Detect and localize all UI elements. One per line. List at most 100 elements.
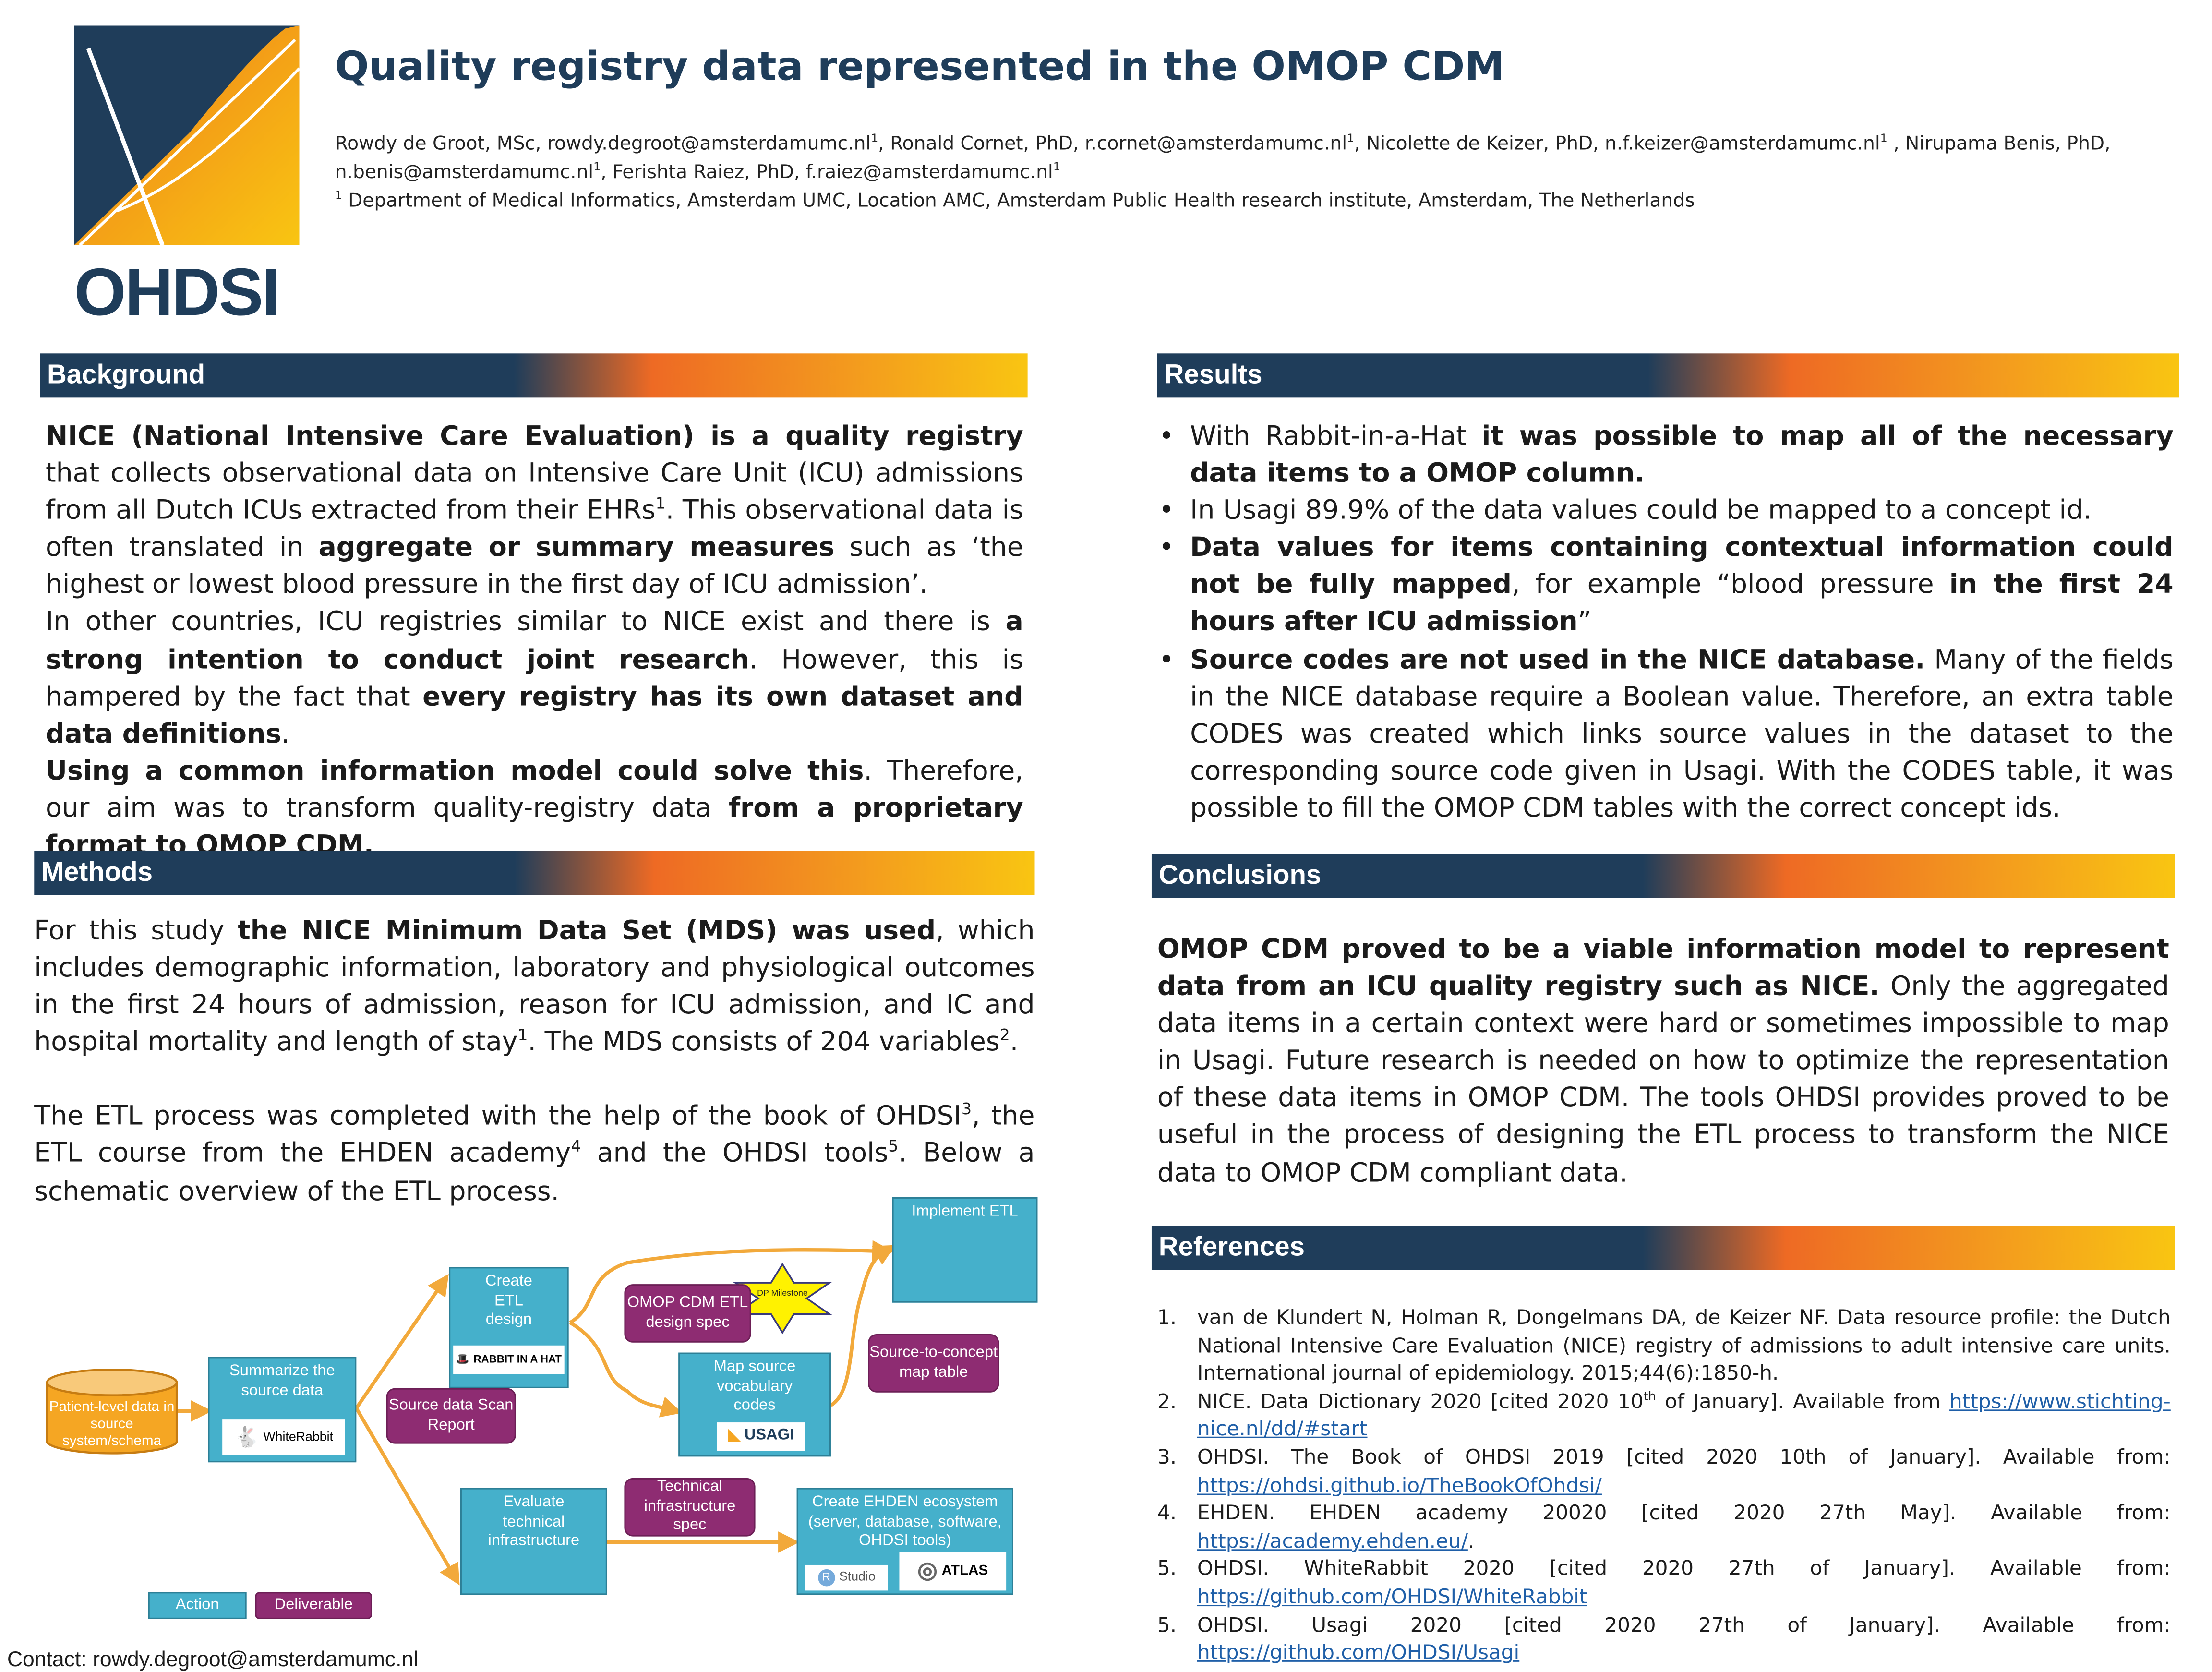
text-run: every registry has its own dataset and d… <box>46 682 1023 749</box>
text-run: Many of the fields in the NICE database … <box>1190 645 2174 824</box>
superscript: 1 <box>655 494 666 513</box>
superscript: 1 <box>517 1026 528 1045</box>
text-run: , Nicolette de Keizer, PhD, n.f.keizer@a… <box>1354 134 1880 156</box>
text-run: , the ETL course from the EHDEN academy <box>34 1102 1035 1169</box>
superscript: th <box>1643 1389 1656 1404</box>
milestone-star-icon <box>733 1263 832 1335</box>
deliverable-etl-spec: OMOP CDM ETL design spec <box>624 1284 751 1343</box>
reference-number: 3. <box>1157 1446 1177 1469</box>
rstudio-logo: R Studio <box>805 1564 888 1591</box>
text-run: of January]. Available from <box>1656 1391 1950 1414</box>
etl-diagram: Patient-level data in source system/sche… <box>0 1191 1083 1633</box>
text-run: , Ferishta Raiez, PhD, f.raiez@amsterdam… <box>601 162 1053 184</box>
conclusions-paragraph: OMOP CDM proved to be a viable informati… <box>1157 932 2169 1192</box>
reference-link[interactable]: https://academy.ehden.eu/ <box>1197 1530 1468 1553</box>
reference-link[interactable]: https://www.stichting-nice.nl/dd/#start <box>1197 1391 2171 1442</box>
arrow-create-implement <box>569 1240 894 1324</box>
results-item: Source codes are not used in the NICE da… <box>1159 642 2174 828</box>
diagram-arrows <box>46 1240 896 1586</box>
methods-paragraph: For this study the NICE Minimum Data Set… <box>34 914 1034 1062</box>
text-run: , Nirupama Benis, PhD, n.benis@amsterdam… <box>335 134 2111 184</box>
text-run: it was possible to map all of the necess… <box>1190 421 2174 489</box>
text-run: OMOP CDM proved to be a viable informati… <box>1157 935 2169 1002</box>
rabbit-in-a-hat-label: RABBIT IN A HAT <box>473 1353 562 1366</box>
text-run: aggregate or summary measures <box>318 533 835 564</box>
atlas-icon: ◎ <box>917 1559 938 1583</box>
atlas-logo: ◎ ATLAS <box>899 1552 1007 1591</box>
text-run: Only the aggregated data items in a cert… <box>1157 972 2169 1188</box>
text-run: . <box>281 719 290 749</box>
references-list: 1. van de Klundert N, Holman R, Dongelman… <box>1154 1306 2171 1669</box>
superscript: 1 <box>1347 132 1355 145</box>
milestone-label: DP Milestone <box>757 1289 808 1299</box>
rabbit-icon: 🐇 <box>234 1425 259 1448</box>
text-run: the NICE Minimum Data Set (MDS) was used <box>238 916 936 947</box>
usagi-icon: ◣ <box>728 1427 740 1444</box>
text-run: . <box>1467 1530 1475 1553</box>
text-run: , for example “blood pressure <box>1511 570 1949 601</box>
reference-number: 5. <box>1157 1558 1177 1581</box>
source-cylinder-icon <box>46 1368 178 1455</box>
rabbit-in-a-hat-logo: 🎩 RABBIT IN A HAT <box>453 1345 565 1374</box>
author-list: Rowdy de Groot, MSc, rowdy.degroot@amste… <box>335 131 2145 188</box>
whiterabbit-logo: 🐇 WhiteRabbit <box>222 1419 345 1455</box>
action-implement-etl: Implement ETL <box>892 1197 1038 1303</box>
reference-item: 5. OHDSI. Usagi 2020 [cited 2020 27th of … <box>1157 1613 2171 1669</box>
text-run: . However, this is hampered by the fact … <box>46 645 1023 712</box>
text-run: a strong intention to conduct joint rese… <box>46 608 1023 675</box>
ohdsi-logo-mark-icon <box>74 25 301 246</box>
superscript: 2 <box>999 1026 1010 1045</box>
reference-link[interactable]: https://ohdsi.github.io/TheBookOfOhdsi/ <box>1197 1474 1602 1498</box>
text-run: , Ronald Cornet, PhD, r.cornet@amsterdam… <box>878 134 1347 156</box>
text-run: and the OHDSI tools <box>581 1139 889 1169</box>
text-run: Source codes are not used in the NICE da… <box>1190 645 1925 675</box>
reference-item: 2. NICE. Data Dictionary 2020 [cited 2020… <box>1157 1389 2171 1445</box>
text-run: OHDSI. WhiteRabbit 2020 [cited 2020 27th… <box>1197 1558 2171 1581</box>
text-run: . Therefore, our aim was to transform qu… <box>46 757 1023 824</box>
map-source-label: Map source vocabulary codes <box>713 1358 796 1414</box>
results-list: With Rabbit-in-a-Hat it was possible to … <box>1159 419 2174 828</box>
reference-link[interactable]: https://github.com/OHDSI/WhiteRabbit <box>1197 1586 1587 1609</box>
arrow-map-implement <box>830 1245 896 1407</box>
text-run: For this study <box>34 916 238 947</box>
arrow-summarize-evaluate <box>355 1407 460 1586</box>
text-run: that collects observational data on Inte… <box>46 459 1023 527</box>
atlas-label: ATLAS <box>941 1563 988 1579</box>
deliverable-source-to-concept-map: Source-to-concept map table <box>868 1334 999 1393</box>
ohdsi-logo: OHDSI <box>74 25 302 327</box>
text-run: OHDSI. Usagi 2020 [cited 2020 27th of Ja… <box>1197 1614 2171 1637</box>
text-run: . This observational data is often trans… <box>46 496 1023 564</box>
r-icon: R <box>817 1569 835 1587</box>
superscript: 1 <box>1880 132 1887 145</box>
background-heading: Background <box>40 353 1028 398</box>
text-run: such as ‘the highest or lowest blood pre… <box>46 533 1023 601</box>
action-map-source: Map source vocabulary codes ◣ USAGI <box>678 1352 831 1457</box>
text-run: In Usagi 89.9% of the data values could … <box>1190 496 2092 527</box>
deliverable-tech-spec: Technical infrastructure spec <box>624 1478 756 1537</box>
superscript: 1 <box>593 160 601 173</box>
superscript: 3 <box>961 1100 972 1119</box>
reference-link[interactable]: https://github.com/OHDSI/Usagi <box>1197 1642 1520 1665</box>
text-run: . Below a schematic overview of the ETL … <box>34 1139 1035 1207</box>
reference-number: 4. <box>1157 1502 1177 1526</box>
reference-number: 2. <box>1157 1391 1177 1414</box>
reference-number: 1. <box>1157 1307 1177 1330</box>
summarize-label: Summarize the source data <box>229 1362 335 1399</box>
background-paragraph: In other countries, ICU registries simil… <box>46 605 1023 754</box>
superscript: 1 <box>1053 160 1060 173</box>
background-paragraph: Using a common information model could s… <box>46 754 1023 865</box>
legend-action: Action <box>148 1592 247 1619</box>
reference-item: 4. EHDEN. EHDEN academy 20020 [cited 2020… <box>1157 1501 2171 1557</box>
results-item: With Rabbit-in-a-Hat it was possible to … <box>1159 419 2174 493</box>
text-run: . The MDS consists of 204 variables <box>528 1028 1000 1058</box>
action-summarize: Summarize the source data 🐇 WhiteRabbit <box>208 1357 357 1463</box>
results-item: Data values for items containing context… <box>1159 530 2174 642</box>
results-item: In Usagi 89.9% of the data values could … <box>1159 493 2174 531</box>
conclusions-heading: Conclusions <box>1151 854 2175 898</box>
text-run: Data values for items containing context… <box>1190 533 2174 601</box>
text-run: NICE (National Intensive Care Evaluation… <box>46 421 1023 452</box>
poster-title: Quality registry data represented in the… <box>335 43 1505 90</box>
methods-text: For this study the NICE Minimum Data Set… <box>34 914 1034 1211</box>
reference-item: 3. OHDSI. The Book of OHDSI 2019 [cited 2… <box>1157 1445 2171 1501</box>
